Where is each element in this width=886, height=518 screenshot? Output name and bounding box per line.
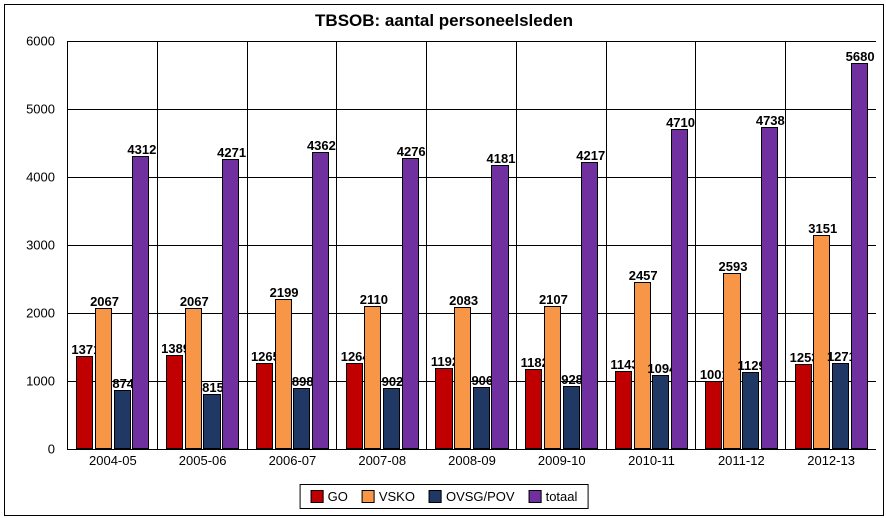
bar-go: 1001	[705, 381, 722, 449]
bar-totaal: 4738	[761, 127, 778, 449]
legend-swatch	[311, 490, 324, 503]
bar-go: 1192	[435, 368, 452, 449]
bar-ovsg-pov: 1129	[742, 372, 759, 449]
bar-ovsg-pov: 874	[114, 390, 131, 449]
legend-swatch	[529, 490, 542, 503]
legend-item-vsko: VSKO	[362, 489, 415, 504]
bar-totaal: 5680	[851, 63, 868, 449]
plot-area: 2004-051371206787443122005-0613892067815…	[67, 41, 876, 450]
legend-label: VSKO	[379, 489, 415, 504]
bar-totaal: 4276	[402, 158, 419, 449]
bar-go: 1253	[795, 364, 812, 449]
legend-item-ovsg-pov: OVSG/POV	[429, 489, 515, 504]
x-tick-label: 2012-13	[786, 449, 876, 468]
bar-totaal: 4271	[222, 159, 239, 449]
y-tick-label: 0	[5, 442, 55, 457]
bar-ovsg-pov: 1094	[652, 375, 669, 449]
x-tick-label: 2007-08	[337, 449, 427, 468]
bar-value-label: 3151	[798, 221, 848, 236]
bar-group: 2012-131253315112715680	[786, 41, 876, 449]
bar-totaal: 4362	[312, 152, 329, 449]
bar-totaal: 4217	[581, 162, 598, 449]
legend-label: OVSG/POV	[446, 489, 515, 504]
bar-ovsg-pov: 928	[563, 386, 580, 449]
bar-value-label: 2199	[259, 285, 309, 300]
legend-label: GO	[328, 489, 348, 504]
y-tick-label: 2000	[5, 306, 55, 321]
x-tick-label: 2010-11	[607, 449, 697, 468]
bar-group: 2006-07126521998984362	[248, 41, 338, 449]
bar-ovsg-pov: 815	[203, 394, 220, 449]
bar-value-label: 2067	[169, 294, 219, 309]
x-tick-label: 2011-12	[696, 449, 786, 468]
bar-go: 1143	[615, 371, 632, 449]
bar-totaal: 4181	[491, 165, 508, 449]
bar-group: 2010-111143245710944710	[607, 41, 697, 449]
x-tick-label: 2009-10	[517, 449, 607, 468]
y-tick-label: 4000	[5, 170, 55, 185]
bar-group: 2009-10118221079284217	[517, 41, 607, 449]
x-tick-label: 2006-07	[248, 449, 338, 468]
bar-group: 2005-06138920678154271	[158, 41, 248, 449]
bar-totaal: 4312	[132, 156, 149, 449]
legend-item-go: GO	[311, 489, 348, 504]
legend-swatch	[429, 490, 442, 503]
bar-group: 2004-05137120678744312	[68, 41, 158, 449]
bar-value-label: 2083	[439, 293, 489, 308]
x-tick-label: 2008-09	[427, 449, 517, 468]
bar-go: 1265	[256, 363, 273, 449]
bar-group: 2008-09119220839064181	[427, 41, 517, 449]
legend-swatch	[362, 490, 375, 503]
y-tick-label: 5000	[5, 102, 55, 117]
bar-value-label: 2110	[349, 292, 399, 307]
y-tick-label: 3000	[5, 238, 55, 253]
bar-value-label: 2067	[80, 294, 130, 309]
bar-value-label: 2593	[708, 259, 758, 274]
y-tick-label: 6000	[5, 34, 55, 49]
y-tick-label: 1000	[5, 374, 55, 389]
legend: GO VSKO OVSG/POV totaal	[300, 484, 589, 509]
bar-ovsg-pov: 898	[293, 388, 310, 449]
bar-ovsg-pov: 1271	[832, 363, 849, 449]
bar-vsko: 3151	[813, 235, 830, 449]
bar-go: 1389	[166, 355, 183, 449]
bar-ovsg-pov: 902	[383, 388, 400, 449]
bar-ovsg-pov: 906	[473, 387, 490, 449]
x-tick-label: 2005-06	[158, 449, 248, 468]
bar-go: 1371	[76, 356, 93, 449]
chart-title: TBSOB: aantal personeelsleden	[5, 11, 883, 31]
bar-value-label: 5680	[835, 49, 885, 64]
bar-value-label: 2107	[528, 292, 578, 307]
chart-frame: TBSOB: aantal personeelsleden 2004-05137…	[4, 4, 884, 516]
bar-group: 2007-08126421109024276	[337, 41, 427, 449]
bar-go: 1264	[346, 363, 363, 449]
x-tick-label: 2004-05	[68, 449, 158, 468]
bar-go: 1182	[525, 369, 542, 449]
legend-item-totaal: totaal	[529, 489, 578, 504]
legend-label: totaal	[546, 489, 578, 504]
bar-group: 2011-121001259311294738	[696, 41, 786, 449]
bar-value-label: 2457	[618, 268, 668, 283]
bar-totaal: 4710	[671, 129, 688, 449]
